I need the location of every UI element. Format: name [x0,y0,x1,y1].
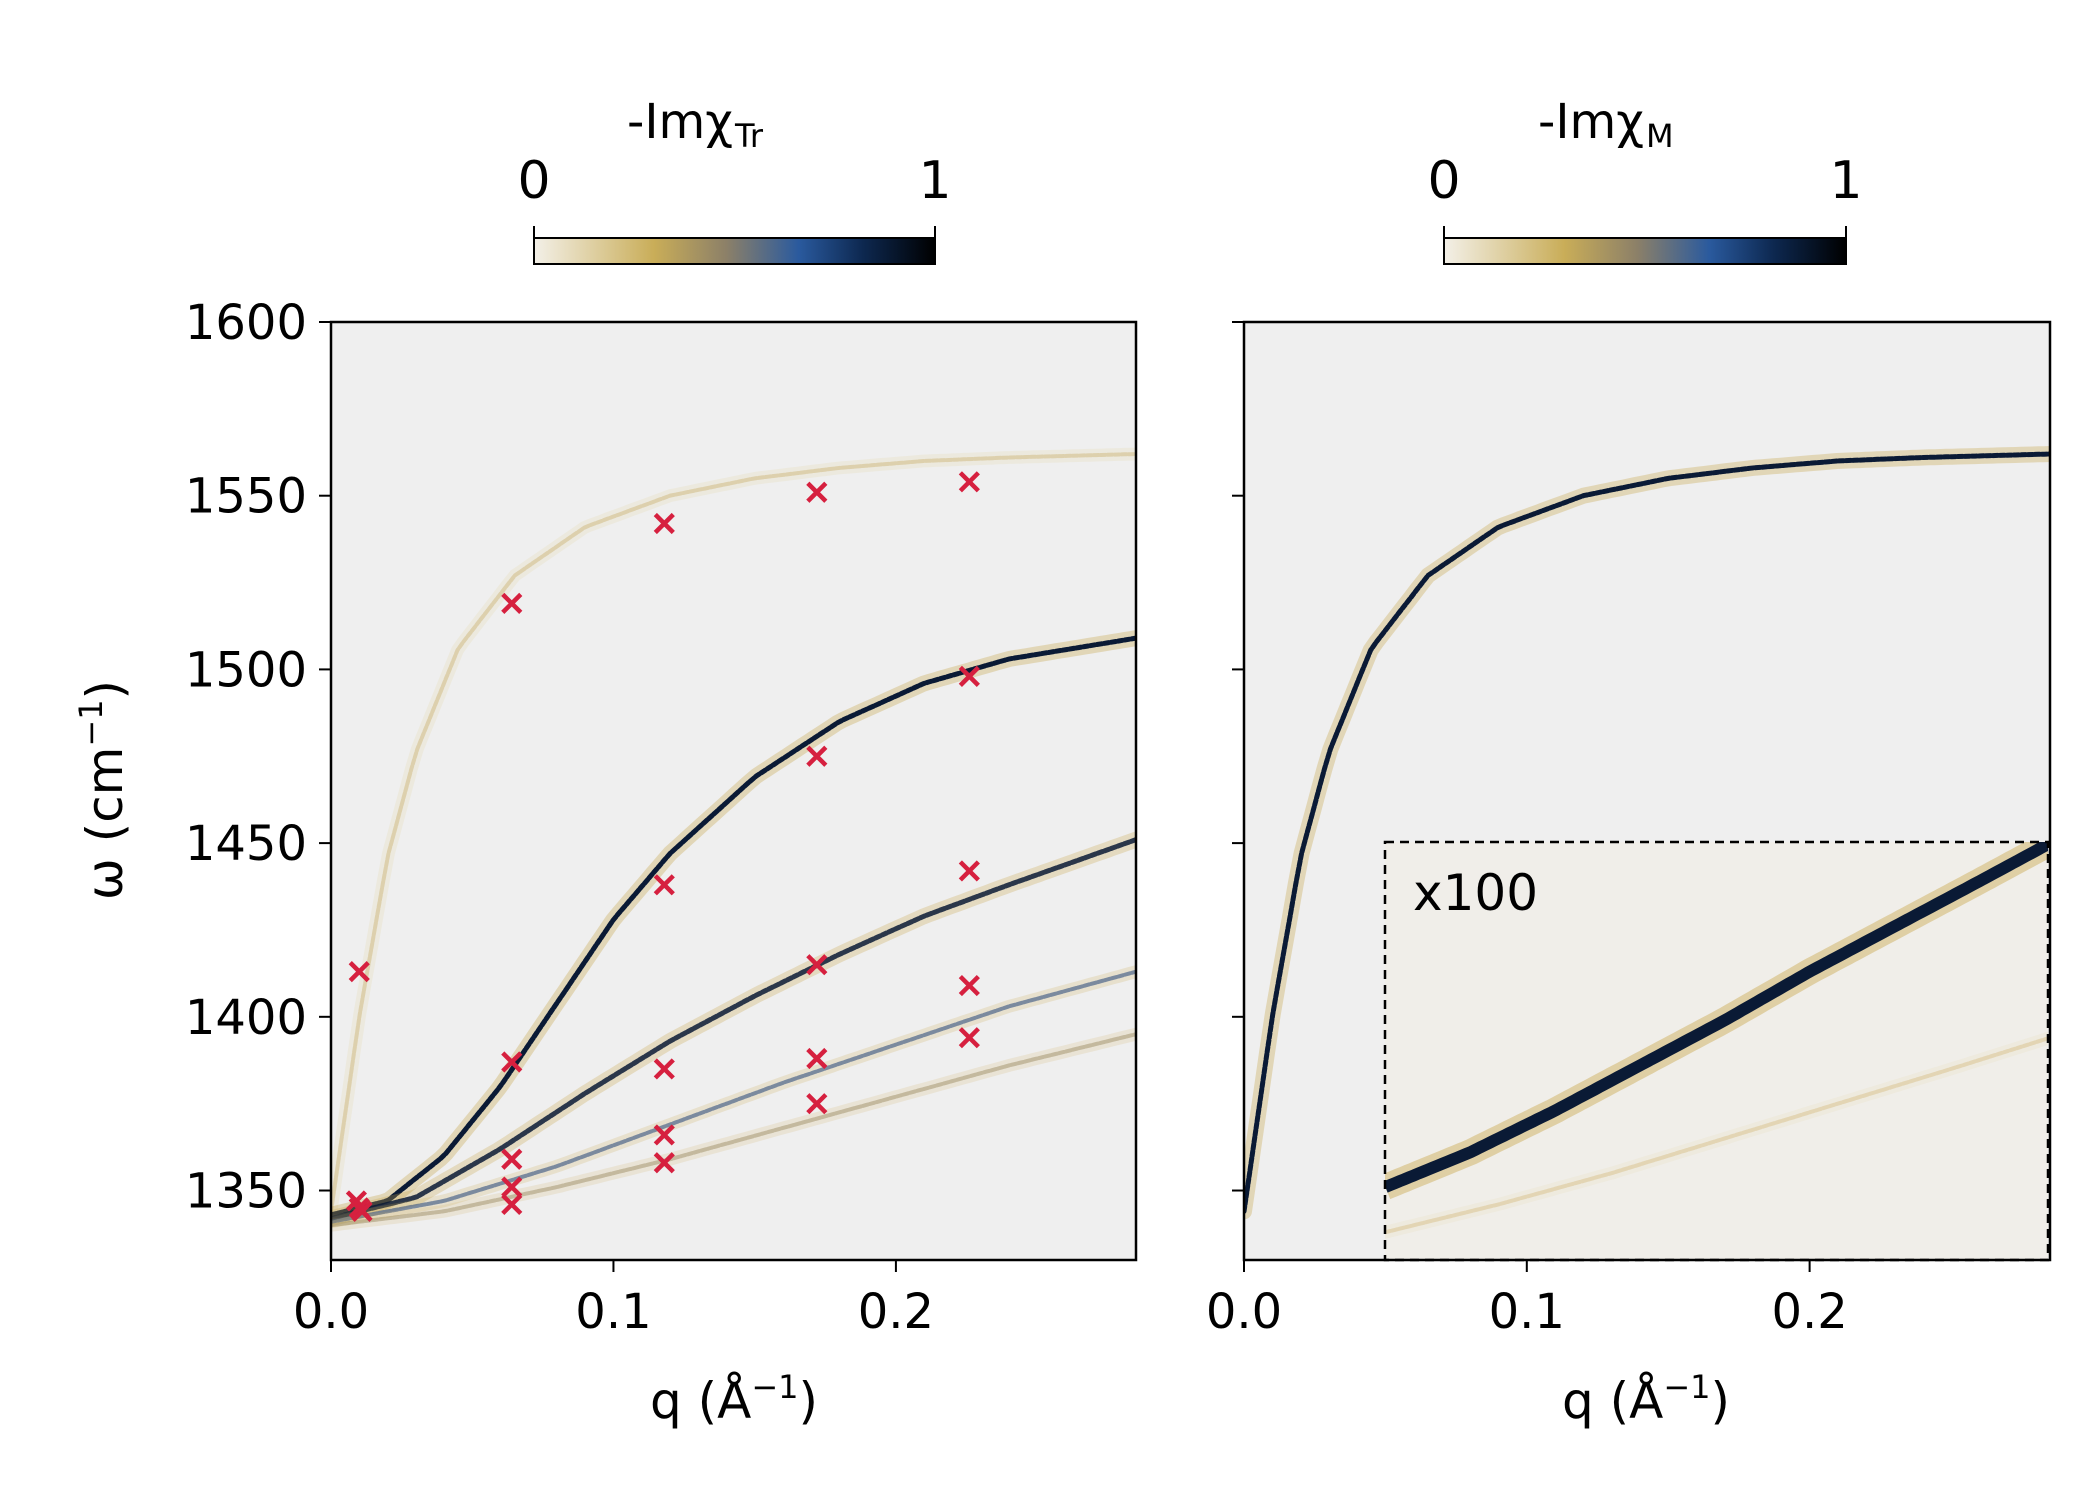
left-marker-x [501,1176,523,1198]
left-band-5 [331,1032,1136,1228]
left-marker-x [351,1200,373,1222]
left-marker-x [958,860,980,882]
right-x-axis: 0.0 0.1 0.2 [1206,1260,1848,1340]
left-panel: 0.0 0.1 0.2 1350 1400 1450 1500 1550 1600 q (Å−… [72,295,1138,1430]
right-x-tick-label: 0.2 [1771,1284,1847,1340]
left-marker-x [653,1058,675,1080]
left-y-tick-label: 1600 [185,295,307,351]
left-x-tick-label: 0.0 [293,1284,369,1340]
right-colorbar-title-sub: M [1646,117,1674,155]
right-x-tick-label: 0.0 [1206,1284,1282,1340]
inset-inset-band-weak [1385,1036,2048,1235]
y-axis-label: ω (cm−1) [72,680,134,900]
right-band-1 [1244,451,2050,1214]
left-markers [345,471,980,1222]
left-colorbar-max-label: 1 [918,151,951,211]
right-colorbar-max-label: 1 [1829,151,1862,211]
left-marker-x [653,874,675,896]
left-band-5-halo [331,1027,1136,1232]
inset-bands [1385,842,2048,1239]
left-marker-x [501,1148,523,1170]
right-x-axis-label: q (Å−1) [1562,1368,1730,1430]
left-colorbar-title-sub: Tr [734,117,764,155]
right-colorbar-title: -Imχ [1538,94,1644,150]
left-colorbar-gradient [533,237,936,265]
left-marker-x [348,961,370,983]
inset-inset-band-weak-halo [1385,1031,2048,1239]
left-marker-x [958,665,980,687]
left-marker-x [806,481,828,503]
left-marker-x [806,1093,828,1115]
left-marker-x [806,954,828,976]
right-colorbar: -Imχ M 0 1 [1427,94,1863,265]
left-marker-x [958,974,980,997]
left-marker-x [806,1047,828,1070]
left-marker-x [501,592,523,614]
left-marker-x [806,745,828,767]
left-band-3 [331,837,1136,1221]
right-colorbar-gradient [1443,237,1847,265]
left-y-tick-label: 1500 [185,642,307,698]
left-marker-x [653,1124,675,1146]
left-band-1 [331,452,1136,1214]
left-marker-x [653,512,675,535]
left-y-tick-label: 1400 [185,990,307,1046]
left-band-1-halo [331,447,1136,1218]
right-plot-frame [1242,320,2052,1262]
left-plot-background [331,322,1136,1260]
left-marker-x [958,471,980,493]
right-panel: x100 0.0 0.1 0.2 q (Å−1) [1206,320,2052,1430]
left-bands [331,447,1136,1232]
right-y-axis [1232,321,1244,1192]
left-y-axis: 1350 1400 1450 1500 1550 1600 [185,295,331,1220]
left-colorbar: -Imχ Tr 0 1 [517,94,952,265]
right-x-tick-label: 0.1 [1489,1284,1565,1340]
left-y-tick-label: 1550 [185,469,307,525]
inset-background [1385,842,2048,1260]
left-marker-x [958,1027,980,1049]
right-colorbar-min-label: 0 [1427,151,1460,211]
inset-inset-band-strong [1385,842,2048,1193]
left-y-tick-label: 1450 [185,816,307,872]
left-marker-x [653,1152,675,1174]
left-colorbar-min-label: 0 [517,151,550,211]
left-marker-x [501,1051,523,1073]
left-x-axis-label: q (Å−1) [650,1368,818,1430]
right-bands [1244,446,2050,1220]
left-marker-x [501,1193,523,1216]
left-x-tick-label: 0.2 [858,1284,934,1340]
left-colorbar-title: -Imχ [627,94,733,150]
inset-label: x100 [1413,864,1538,922]
inset: x100 [1383,840,2050,1262]
left-plot-frame [329,320,1138,1262]
left-band-2 [331,635,1136,1218]
left-y-tick-label: 1350 [185,1164,307,1220]
left-band-4 [331,969,1136,1224]
left-x-axis: 0.0 0.1 0.2 [293,1260,934,1340]
left-x-tick-label: 0.1 [575,1284,651,1340]
